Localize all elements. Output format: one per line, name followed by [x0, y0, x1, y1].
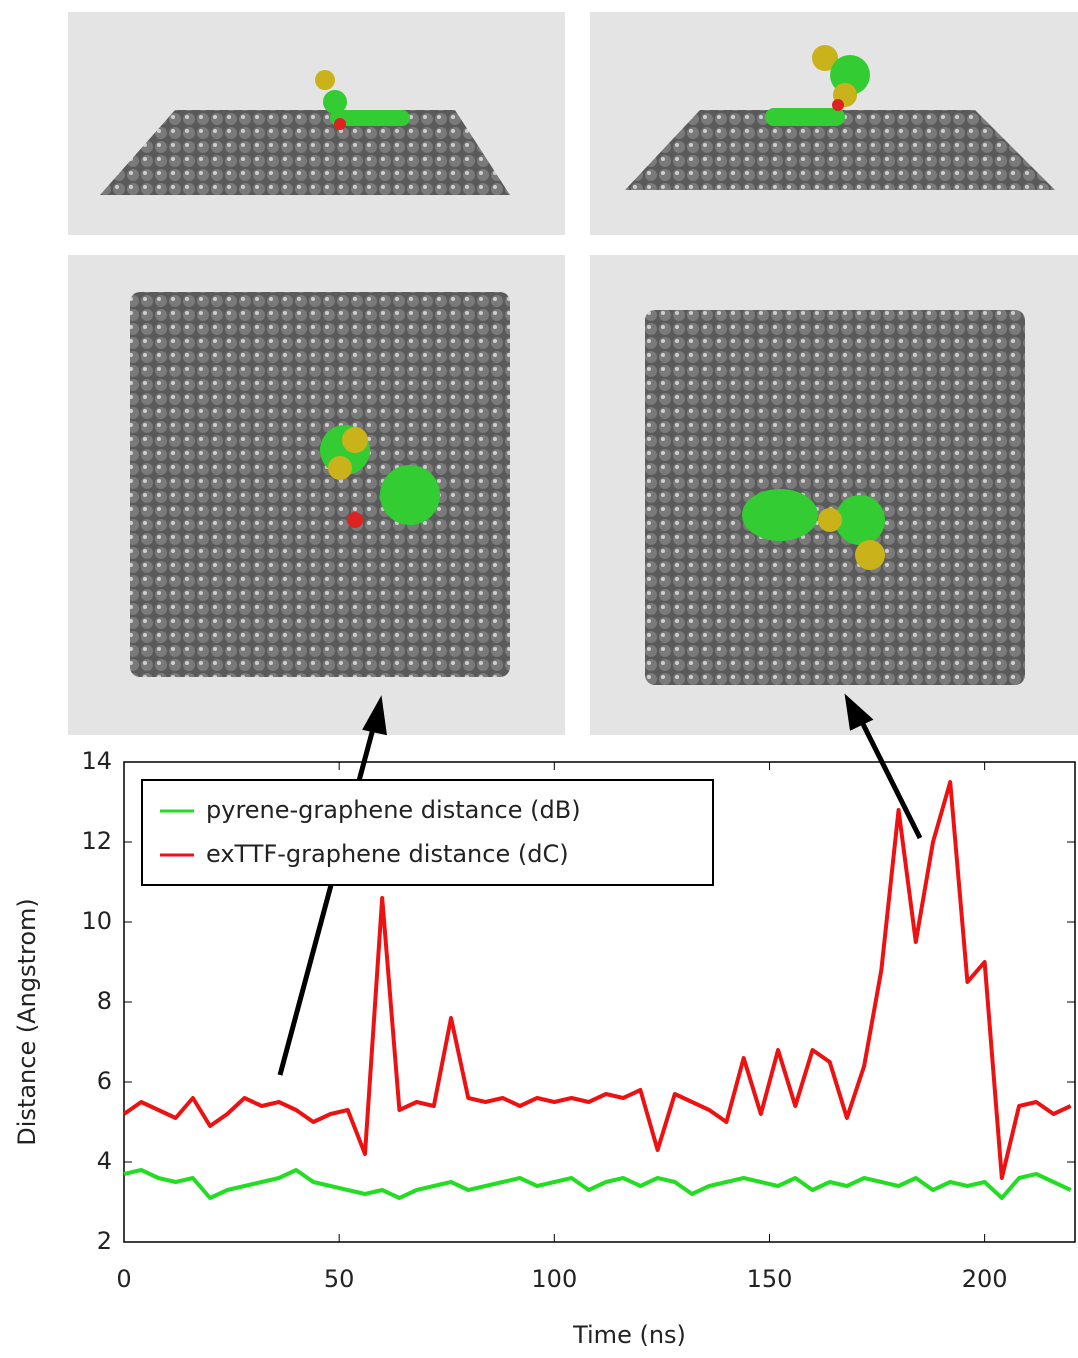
- x-axis-label: Time (ns): [572, 1321, 686, 1349]
- x-tick-label: 50: [324, 1265, 355, 1293]
- legend-label: pyrene-graphene distance (dB): [206, 796, 581, 824]
- side-view-right: [590, 12, 1078, 235]
- x-tick-label: 150: [747, 1265, 793, 1293]
- y-tick-label: 6: [97, 1067, 112, 1095]
- data-line: [123, 1168, 1072, 1200]
- x-tick-label: 100: [531, 1265, 577, 1293]
- data-line: [122, 780, 1072, 1180]
- y-tick-label: 12: [81, 827, 112, 855]
- side-view-left: [68, 12, 565, 235]
- y-tick-label: 4: [97, 1147, 112, 1175]
- y-tick-label: 2: [97, 1227, 112, 1255]
- top-view-right: [590, 255, 1078, 735]
- y-tick-label: 14: [81, 747, 112, 775]
- y-axis-label: Distance (Angstrom): [13, 898, 41, 1145]
- x-tick-label: 200: [962, 1265, 1008, 1293]
- chart: 2 4 6 8 10 12 14 0 50 100 150 200 Time (ns) Distance …: [13, 747, 1076, 1349]
- y-tick-label: 10: [81, 907, 112, 935]
- x-tick-label: 0: [116, 1265, 131, 1293]
- legend-label: exTTF-graphene distance (dC): [206, 840, 569, 868]
- top-view-left: [68, 255, 565, 735]
- y-tick-label: 8: [97, 987, 112, 1015]
- legend-box: [141, 779, 714, 886]
